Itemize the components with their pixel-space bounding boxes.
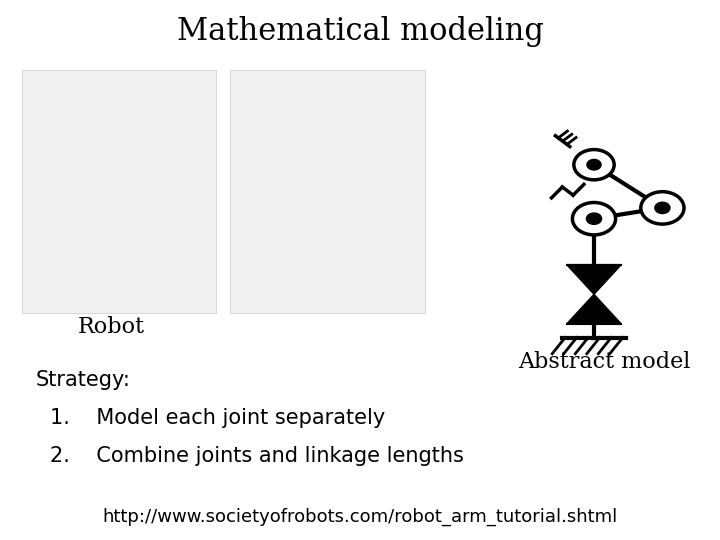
Text: 2.    Combine joints and linkage lengths: 2. Combine joints and linkage lengths — [50, 446, 464, 465]
Polygon shape — [567, 265, 621, 294]
Polygon shape — [567, 294, 621, 324]
FancyBboxPatch shape — [22, 70, 216, 313]
Text: http://www.societyofrobots.com/robot_arm_tutorial.shtml: http://www.societyofrobots.com/robot_arm… — [102, 508, 618, 526]
Circle shape — [655, 202, 670, 213]
Circle shape — [587, 213, 601, 225]
Text: Mathematical modeling: Mathematical modeling — [176, 16, 544, 47]
Text: Robot: Robot — [78, 316, 145, 338]
Circle shape — [572, 202, 616, 235]
Text: Abstract model: Abstract model — [518, 351, 691, 373]
FancyBboxPatch shape — [230, 70, 425, 313]
Text: Strategy:: Strategy: — [36, 370, 131, 390]
Circle shape — [641, 192, 684, 224]
Text: 1.    Model each joint separately: 1. Model each joint separately — [50, 408, 386, 428]
Circle shape — [574, 150, 614, 180]
Circle shape — [587, 159, 601, 170]
